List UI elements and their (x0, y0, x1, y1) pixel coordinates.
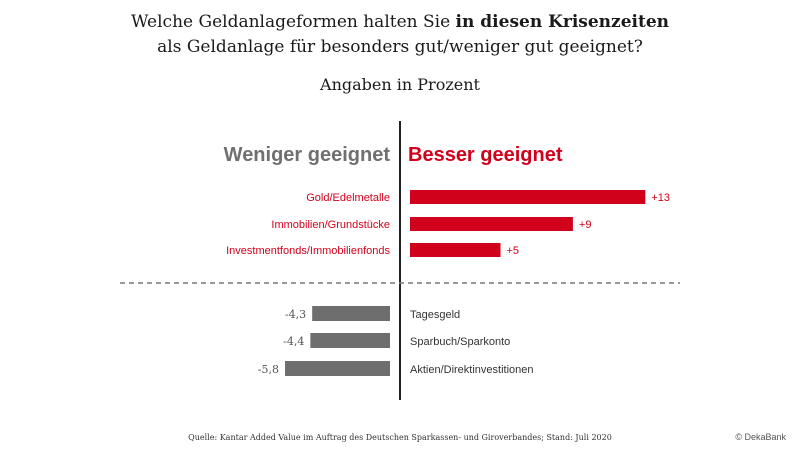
bar-negative (312, 306, 390, 321)
bar-value-label: +5 (507, 245, 520, 257)
title-line-1-text: Welche Geldanlageformen halten Sie (130, 12, 456, 32)
copyright: © DekaBank (735, 432, 786, 442)
bar-positive (410, 243, 501, 257)
bar-value-label: -4,3 (285, 308, 306, 321)
category-label: Sparbuch/Sparkonto (410, 336, 510, 348)
source-note: Quelle: Kantar Added Value im Auftrag de… (188, 433, 612, 442)
left-heading: Weniger geeignet (223, 144, 390, 166)
title-line-1: Welche Geldanlageformen halten Sie in di… (0, 10, 800, 35)
category-label: Aktien/Direktinvestitionen (410, 364, 534, 376)
category-label: Immobilien/Grundstücke (271, 219, 390, 231)
bar-positive (410, 217, 573, 231)
title-line-1-bold: in diesen Krisenzeiten (455, 12, 670, 32)
bar-positive (410, 190, 646, 204)
bar-negative (310, 333, 390, 348)
bar-value-label: -5,8 (258, 363, 279, 376)
category-label: Gold/Edelmetalle (306, 192, 390, 204)
title-line-2: als Geldanlage für besonders gut/weniger… (157, 37, 643, 57)
chart-subtitle: Angaben in Prozent (320, 75, 480, 94)
bar-negative (285, 361, 390, 376)
right-heading: Besser geeignet (408, 144, 563, 166)
chart-title: Welche Geldanlageformen halten Sie in di… (0, 10, 800, 60)
bar-value-label: -4,4 (283, 335, 304, 348)
bar-value-label: +13 (651, 192, 670, 204)
bars-group: +13 Gold/Edelmetalle +9 Immobilien/Grundstü… (226, 190, 670, 376)
bar-value-label: +9 (579, 219, 592, 231)
category-label: Investmentfonds/Immobilienfonds (226, 245, 390, 257)
category-label: Tagesgeld (410, 309, 460, 321)
